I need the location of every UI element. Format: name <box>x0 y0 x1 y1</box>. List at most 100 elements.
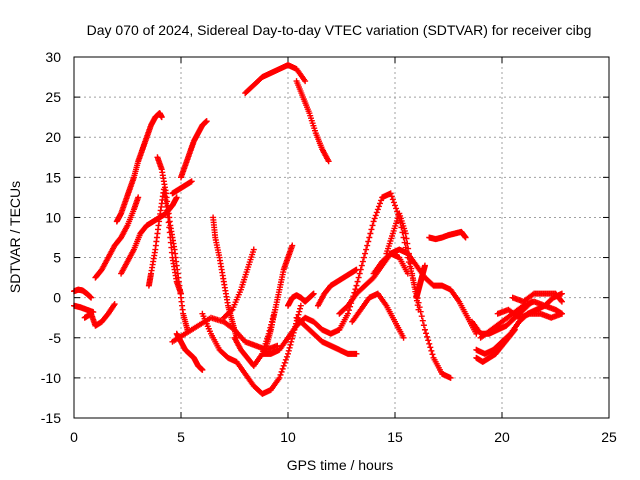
data-point <box>366 234 373 241</box>
data-point <box>135 194 142 201</box>
y-tick-label: -15 <box>41 410 61 426</box>
series-arc-34 <box>509 290 565 305</box>
data-point <box>188 178 195 185</box>
data-point <box>424 333 431 340</box>
data-point <box>355 274 362 281</box>
data-point <box>358 262 365 269</box>
data-point <box>421 326 428 333</box>
series-arc-3 <box>81 301 118 329</box>
y-axis-label: SDTVAR / TECUs <box>7 181 23 293</box>
data-point <box>421 262 428 269</box>
data-point <box>286 344 293 351</box>
series-arc-17 <box>242 62 309 97</box>
data-point <box>277 371 284 378</box>
data-point <box>462 234 469 241</box>
y-tick-label: -5 <box>49 330 62 346</box>
data-point <box>393 205 400 212</box>
data-point <box>402 230 409 237</box>
data-point <box>371 215 378 222</box>
series-arc-2 <box>71 286 95 301</box>
data-point <box>423 330 430 337</box>
y-tick-label: 5 <box>53 250 61 266</box>
data-point <box>372 212 379 219</box>
y-tick-label: 15 <box>45 169 61 185</box>
series-arc-21 <box>285 290 317 309</box>
data-point <box>409 270 416 277</box>
data-point <box>88 294 95 301</box>
data-point <box>368 226 375 233</box>
data-point <box>373 209 380 216</box>
data-point <box>447 374 454 381</box>
data-point <box>427 344 434 351</box>
y-tick-label: 25 <box>45 89 61 105</box>
series-arc-4 <box>92 194 142 281</box>
data-point <box>360 254 367 261</box>
data-point <box>168 249 175 256</box>
data-point <box>276 374 283 381</box>
data-point <box>378 197 385 204</box>
data-point <box>296 308 303 315</box>
data-point <box>415 306 422 313</box>
data-point <box>364 242 371 249</box>
data-point <box>410 279 417 286</box>
data-point <box>390 199 397 206</box>
data-point <box>173 194 180 201</box>
x-tick-label: 0 <box>70 429 78 445</box>
series-arc-24 <box>336 250 411 317</box>
data-point <box>365 238 372 245</box>
series-arc-11 <box>173 330 206 373</box>
data-point <box>302 78 309 85</box>
data-point <box>111 301 118 308</box>
data-point <box>285 347 292 354</box>
series-arc-5 <box>113 110 165 225</box>
x-axis-label: GPS time / hours <box>287 457 394 473</box>
data-point <box>325 158 332 165</box>
data-point <box>558 297 565 304</box>
data-point <box>295 311 302 318</box>
data-point <box>352 286 359 293</box>
data-point <box>404 240 411 247</box>
series-arc-29 <box>426 228 469 243</box>
data-point <box>280 362 287 369</box>
data-point <box>289 242 296 249</box>
tick-labels: 0 5 10 15 20 25 -15 -10 -5 0 5 10 15 20 25 30 <box>41 49 617 445</box>
data-point <box>418 313 425 320</box>
x-tick-label: 10 <box>280 429 296 445</box>
data-point <box>420 322 427 329</box>
data-point <box>403 235 410 242</box>
series-arc-10 <box>178 118 210 181</box>
data-point <box>558 310 565 317</box>
chart-title: Day 070 of 2024, Sidereal Day-to-day VTE… <box>87 22 592 38</box>
y-tick-label: 20 <box>45 129 61 145</box>
data-point <box>353 266 360 273</box>
data-point <box>281 359 288 366</box>
data-point <box>425 337 432 344</box>
x-tick-label: 15 <box>387 429 403 445</box>
x-tick-label: 5 <box>177 429 185 445</box>
series-arc-18 <box>293 78 332 165</box>
series-arc-27 <box>370 246 480 337</box>
data-point <box>203 118 210 125</box>
data-point <box>511 326 518 333</box>
data-point <box>353 350 360 357</box>
data-point <box>362 250 369 257</box>
data-point <box>558 298 565 305</box>
data-point <box>354 278 361 285</box>
series-arc-23 <box>314 266 360 309</box>
data-point <box>409 275 416 282</box>
y-tick-label: 0 <box>53 290 61 306</box>
data-point <box>158 114 165 121</box>
data-point <box>285 350 291 357</box>
data-point <box>414 302 421 309</box>
series-arc-9 <box>169 178 195 197</box>
data-point <box>359 258 366 265</box>
data-point <box>369 222 376 229</box>
data-point <box>282 356 289 363</box>
data-point <box>279 365 286 372</box>
data-point <box>405 245 412 252</box>
data-point <box>165 219 172 226</box>
series-arc-22 <box>293 314 360 357</box>
data-point <box>400 334 407 341</box>
plot-frame <box>73 56 610 419</box>
